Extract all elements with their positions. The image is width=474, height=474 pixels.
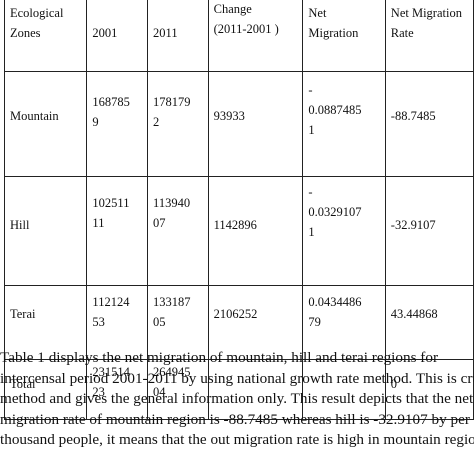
value-2011-cell: 264945 04 — [147, 359, 209, 420]
net-migration-cell: 0.0434486 79 — [302, 285, 386, 360]
body-paragraph: Table 1 displays the net migration of mo… — [0, 348, 474, 451]
header-2001: 2001 — [86, 0, 149, 72]
value-2011-cell: 133187 05 — [147, 285, 209, 360]
change-cell — [207, 359, 304, 420]
net-migration-cell — [302, 359, 386, 420]
value-2001-cell: 231514 23 — [86, 359, 149, 420]
change-cell: 93933 — [207, 71, 304, 177]
change-cell: 1142896 — [207, 176, 304, 286]
value-2011-cell: 178179 2 — [147, 71, 209, 177]
paragraph-line: thousand people, it means that the out m… — [0, 431, 474, 448]
table-row: Mountain 168785 9 178179 2 93933 - 0.088… — [3, 71, 474, 177]
migration-table: Ecological Zones 2001 2011 Change (2011-… — [3, 0, 474, 420]
paragraph-line: migration rate of mountain region is -88… — [0, 410, 470, 428]
zone-cell: Hill — [3, 176, 88, 286]
rate-cell: 0 — [384, 359, 474, 420]
zone-cell: Total — [3, 359, 88, 420]
header-net-migration-rate: Net Migration Rate — [384, 0, 474, 72]
table-row: Total 231514 23 264945 04 0 — [3, 359, 474, 420]
header-change: Change (2011-2001 ) — [207, 0, 304, 72]
zone-cell: Terai — [3, 285, 88, 360]
table-header-row: Ecological Zones 2001 2011 Change (2011-… — [3, 0, 474, 72]
header-2011: 2011 — [147, 0, 209, 72]
value-2001-cell: 168785 9 — [86, 71, 149, 177]
net-migration-cell: - 0.0887485 1 — [302, 71, 386, 177]
net-migration-cell: - 0.0329107 1 — [302, 176, 386, 286]
header-ecological-zones: Ecological Zones — [3, 0, 88, 72]
zone-cell: Mountain — [3, 71, 88, 177]
rate-cell: 43.44868 — [384, 285, 474, 360]
paragraph-line: intercensal period 2001-2011 by using na… — [0, 369, 474, 387]
paragraph-line: Table 1 displays the net migration of mo… — [0, 349, 439, 366]
value-2011-cell: 113940 07 — [147, 176, 209, 286]
header-net-migration: Net Migration — [302, 0, 386, 72]
value-2001-cell: 102511 11 — [86, 176, 149, 286]
value-2001-cell: 112124 53 — [86, 285, 149, 360]
paragraph-line: method and gives the general information… — [0, 390, 474, 407]
table-row: Hill 102511 11 113940 07 1142896 - 0.032… — [3, 176, 474, 286]
rate-cell: -88.7485 — [384, 71, 474, 177]
rate-cell: -32.9107 — [384, 176, 474, 286]
migration-table-wrap: Ecological Zones 2001 2011 Change (2011-… — [3, 0, 474, 420]
